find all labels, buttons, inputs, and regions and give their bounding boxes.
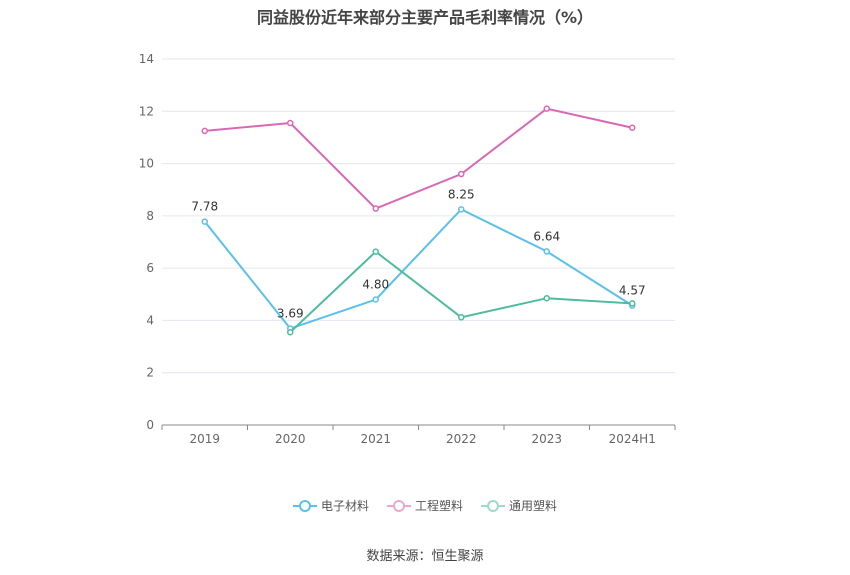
legend-label: 工程塑料 xyxy=(414,499,463,513)
data-point xyxy=(458,314,465,321)
series-line xyxy=(204,107,633,210)
y-tick-label: 0 xyxy=(146,418,154,432)
data-point xyxy=(458,206,465,213)
data-point xyxy=(372,248,379,255)
data-point xyxy=(458,170,465,178)
data-point xyxy=(543,105,550,112)
source-note: 数据来源：恒生聚源 xyxy=(366,549,484,564)
series-line xyxy=(203,208,633,330)
y-tick-label: 12 xyxy=(139,104,154,118)
y-tick-label: 2 xyxy=(146,366,154,380)
legend-label: 通用塑料 xyxy=(509,499,558,513)
chart-title: 同益股份近年来部分主要产品毛利率情况（%） xyxy=(256,8,594,27)
legend-marker-icon xyxy=(481,499,505,513)
legend-item-engineering[interactable]: 工程塑料 xyxy=(386,497,463,514)
data-label: 6.64 xyxy=(533,229,560,243)
legend-item-electronic[interactable]: 电子材料 xyxy=(292,497,369,514)
x-tick-label: 2022 xyxy=(446,432,477,446)
legend-item-general[interactable]: 通用塑料 xyxy=(481,497,557,514)
grid-lines xyxy=(162,58,675,374)
data-point xyxy=(543,294,550,302)
x-tick-label: 2020 xyxy=(275,432,306,446)
legend-marker-icon xyxy=(292,499,317,513)
data-point xyxy=(201,218,208,225)
data-label: 4.80 xyxy=(362,278,389,292)
x-axis: 2019 2020 2021 2022 2023 2024H1 xyxy=(161,424,676,446)
data-point xyxy=(629,124,636,132)
data-point xyxy=(287,119,294,127)
x-tick-label: 2023 xyxy=(531,432,562,446)
data-point xyxy=(543,248,550,255)
data-point xyxy=(372,205,379,212)
legend: 电子材料 工程塑料 通用塑料 xyxy=(0,497,850,514)
data-label: 7.78 xyxy=(191,200,218,214)
data-label: 8.25 xyxy=(448,187,475,201)
y-tick-label: 14 xyxy=(139,52,154,66)
data-labels: 7.78 3.69 4.80 8.25 6.64 4.57 xyxy=(191,187,645,320)
data-point xyxy=(629,300,636,307)
data-point xyxy=(201,127,208,135)
x-tick-label: 2021 xyxy=(360,432,391,446)
y-tick-label: 4 xyxy=(146,313,154,327)
y-tick-label: 10 xyxy=(139,157,154,171)
x-tick-label: 2019 xyxy=(189,432,220,446)
y-tick-label: 6 xyxy=(146,261,154,275)
y-axis: 0 2 4 6 8 10 12 14 xyxy=(139,52,154,432)
series-group xyxy=(201,105,636,336)
data-label: 4.57 xyxy=(619,284,646,298)
y-tick-label: 8 xyxy=(146,209,154,223)
x-tick-label: 2024H1 xyxy=(609,432,656,446)
data-point xyxy=(287,328,294,336)
data-label: 3.69 xyxy=(277,307,304,321)
legend-label: 电子材料 xyxy=(320,499,369,513)
data-point xyxy=(372,296,379,303)
legend-marker-icon xyxy=(386,499,411,513)
